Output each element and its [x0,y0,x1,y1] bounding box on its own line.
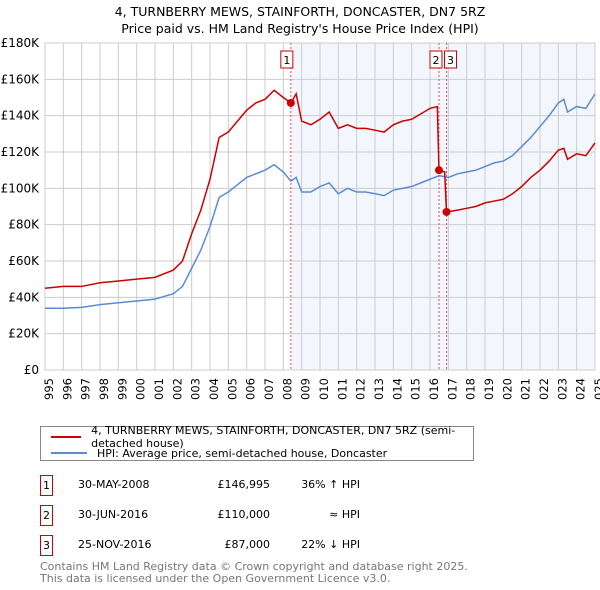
transaction-row: 3 25-NOV-2016 £87,000 22% ↓ HPI [40,535,440,556]
sale-point [286,98,295,107]
x-tick-label: 2001 [152,378,166,400]
legend-label: 4, TURNBERRY MEWS, STAINFORTH, DONCASTER… [91,424,456,450]
sale-badge [444,50,457,69]
x-tick-label: 2007 [262,378,276,400]
x-tick-label: 2004 [207,378,221,400]
sale-point [434,166,443,175]
transaction-price: £110,000 [217,508,271,521]
x-tick-label: 2018 [464,378,478,400]
sale-point [442,207,451,216]
x-tick-label: 2011 [335,378,349,400]
transaction-hpi: ≈ HPI [329,508,360,521]
x-tick-label: 2014 [390,378,404,400]
transaction-price: £87,000 [224,538,271,551]
x-tick-label: 1998 [97,378,111,400]
x-tick-label: 2019 [482,378,496,400]
x-tick-label: 2016 [427,378,441,400]
x-tick-label: 2006 [244,378,258,400]
x-tick-label: 2023 [555,378,569,400]
y-tick-label: £100K [1,181,41,195]
sale-badge [280,50,294,69]
x-tick-label: 2003 [189,378,203,400]
y-tick-label: £80K [8,218,40,232]
transaction-hpi: 36% ↑ HPI [301,478,360,491]
transaction-row: 1 30-MAY-2008 £146,995 36% ↑ HPI [40,475,440,496]
x-tick-label: 1997 [79,378,93,400]
transaction-hpi: 22% ↓ HPI [301,538,360,551]
x-tick-label: 1995 [42,378,56,400]
x-tick-label: 2021 [519,378,533,400]
transaction-badge: 3 [40,535,53,556]
y-tick-label: £60K [8,254,40,268]
x-tick-label: 2024 [574,378,588,400]
hpi-line [45,93,596,309]
x-tick-label: 2015 [409,378,423,400]
x-tick-label: 2008 [280,378,294,400]
y-tick-label: £140K [1,109,41,123]
x-tick-label: 2005 [225,378,239,400]
sale-badge-label: 1 [283,54,290,67]
y-tick-label: £0 [24,363,39,377]
chart-subtitle: Price paid vs. HM Land Registry's House … [121,21,479,36]
legend-label: HPI: Average price, semi-detached house,… [97,446,388,460]
y-tick-label: £120K [1,145,41,159]
transaction-date: 30-MAY-2008 [78,478,150,491]
shaded-region [290,43,595,370]
x-tick-label: 2012 [354,378,368,400]
legend: 4, TURNBERRY MEWS, STAINFORTH, DONCASTER… [40,424,474,461]
legend-swatch [51,452,87,454]
x-tick-label: 2017 [445,378,459,400]
footer-line-2: This data is licensed under the Open Gov… [40,572,391,585]
y-tick-label: £180K [1,36,41,50]
x-tick-label: 1996 [60,378,74,400]
y-tick-label: £20K [8,327,40,341]
price-chart: 1995 1996 1997 1998 1999 2000 2001 2002 2003 2004… [1,36,600,400]
x-tick-label: 2013 [372,378,386,400]
x-tick-label: 2000 [134,378,148,400]
legend-swatch [51,436,82,438]
x-tick-label: 1999 [115,378,129,400]
footer-line-1: Contains HM Land Registry data © Crown c… [40,560,468,573]
legend-item-property: 4, TURNBERRY MEWS, STAINFORTH, DONCASTER… [51,424,473,450]
x-tick-label: 2010 [317,378,331,400]
transaction-badge: 1 [40,475,53,496]
y-tick-label: £40K [8,290,40,304]
transaction-price: £146,995 [217,478,271,491]
transaction-row: 2 30-JUN-2016 £110,000 ≈ HPI [40,505,440,526]
legend-item-hpi: HPI: Average price, semi-detached house,… [51,446,387,460]
sale-badge-label: 3 [447,54,454,67]
x-tick-label: 2025 [592,378,600,400]
sale-badge [429,50,443,69]
x-tick-label: 2009 [299,378,313,400]
transaction-badge: 2 [40,505,53,526]
property-price-line [44,89,596,289]
x-tick-label: 2022 [537,378,551,400]
x-tick-label: 2002 [170,378,184,400]
transaction-date: 30-JUN-2016 [78,508,149,521]
plot-frame [44,42,596,371]
transaction-date: 25-NOV-2016 [78,538,152,551]
sale-badge-label: 2 [432,54,439,67]
y-tick-label: £160K [1,72,41,86]
x-tick-label: 2020 [500,378,514,400]
chart-title: 4, TURNBERRY MEWS, STAINFORTH, DONCASTER… [114,4,486,19]
